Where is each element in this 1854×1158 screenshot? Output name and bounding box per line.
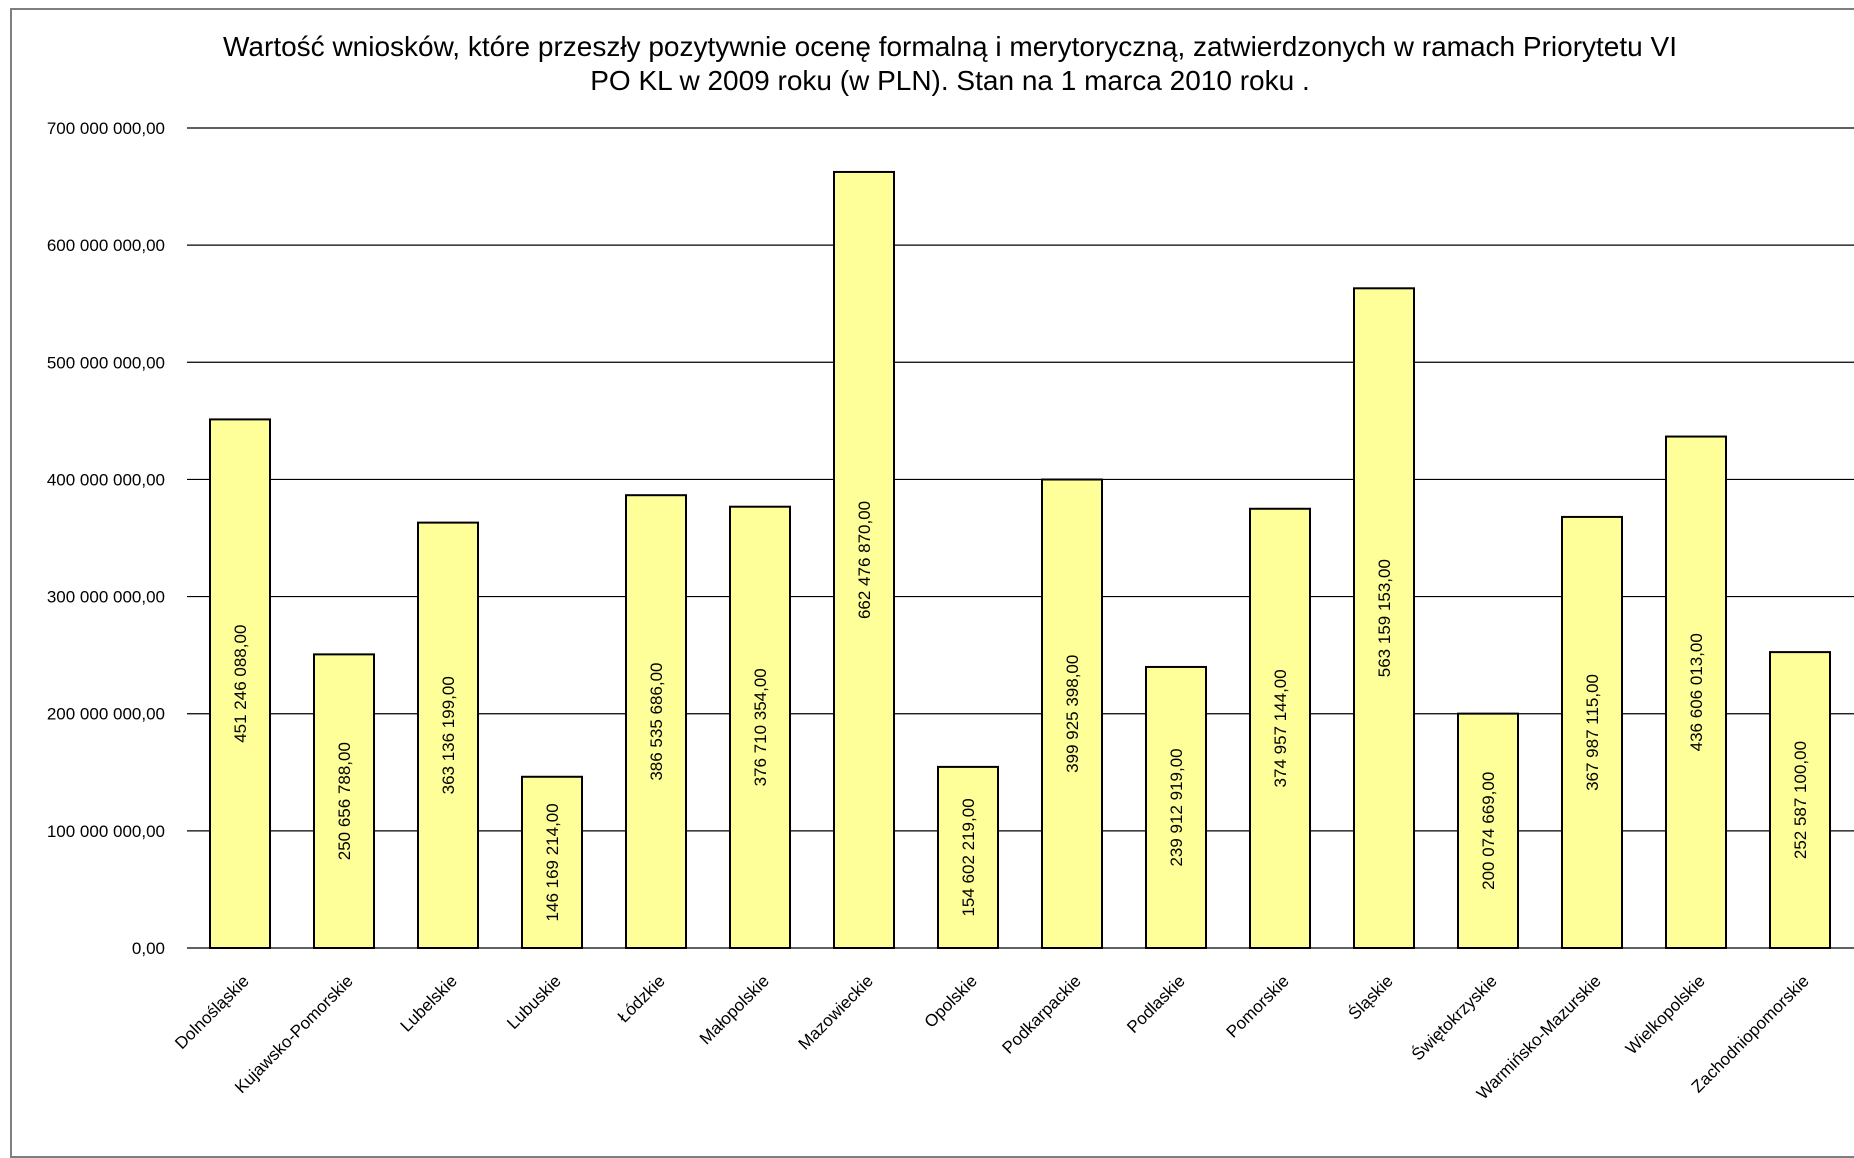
- bar-value-label: 563 159 153,00: [1375, 559, 1394, 677]
- bar-value-label: 451 246 088,00: [231, 625, 250, 743]
- bar-value-label: 239 912 919,00: [1167, 748, 1186, 866]
- chart-title-line2: PO KL w 2009 roku (w PLN). Stan na 1 mar…: [590, 65, 1310, 96]
- y-tick-label: 100 000 000,00: [47, 822, 165, 841]
- bar: [209, 418, 271, 949]
- bar: [729, 505, 791, 949]
- bar-chart: 0,00 100 000 000,00 200 000 000,00 300 000 …: [47, 119, 1854, 1103]
- x-category-label: Zachodniopomorskie: [1688, 971, 1813, 1096]
- bar-value-label: 374 957 144,00: [1271, 669, 1290, 787]
- bar: [1249, 507, 1311, 949]
- x-category-label: Dolnośląskie: [171, 971, 253, 1053]
- bar: [833, 170, 895, 949]
- chart-title: Wartość wniosków, które przeszły pozytyw…: [150, 30, 1750, 98]
- bar: [625, 494, 687, 949]
- bar-value-label: 376 710 354,00: [751, 668, 770, 786]
- bar-value-label: 252 587 100,00: [1791, 741, 1810, 859]
- bar-value-label: 399 925 398,00: [1063, 655, 1082, 773]
- x-category-label: Podkarpackie: [999, 971, 1085, 1057]
- x-category-label: Podlaskie: [1123, 971, 1189, 1037]
- bar: [937, 765, 999, 949]
- x-category-label: Śląskie: [1345, 971, 1397, 1023]
- bar-value-label: 367 987 115,00: [1583, 674, 1602, 791]
- bar-value-label: 363 136 199,00: [439, 676, 458, 794]
- bar-value-label: 154 602 219,00: [959, 798, 978, 916]
- bar: [1665, 435, 1727, 949]
- x-category-label: Mazowieckie: [795, 971, 877, 1053]
- x-category-label: Lubelskie: [397, 971, 461, 1035]
- y-tick-label: 500 000 000,00: [47, 353, 165, 372]
- bar: [313, 653, 375, 949]
- bar-value-label: 386 535 686,00: [647, 663, 666, 781]
- bar: [1769, 651, 1831, 949]
- chart-frame: [10, 8, 1854, 1158]
- bar: [1145, 665, 1207, 950]
- y-axis: 0,00 100 000 000,00 200 000 000,00 300 000 …: [47, 119, 165, 958]
- bar: [1041, 478, 1103, 949]
- x-category-label: Kujawsko-Pomorskie: [231, 971, 357, 1097]
- bar-value-label: 200 074 669,00: [1479, 772, 1498, 890]
- bar: [1353, 287, 1415, 950]
- y-tick-label: 200 000 000,00: [47, 705, 165, 724]
- bar-value-label: 250 656 788,00: [335, 742, 354, 860]
- y-tick-label: 0,00: [132, 939, 165, 958]
- x-category-label: Pomorskie: [1223, 971, 1293, 1041]
- bar-value-label: 146 169 214,00: [543, 803, 562, 921]
- bar: [1457, 712, 1519, 950]
- x-category-label: Opolskie: [921, 971, 981, 1031]
- bar-value-label: 436 606 013,00: [1687, 633, 1706, 751]
- x-category-label: Małopolskie: [696, 971, 773, 1048]
- bars: 451 246 088,00 250 656 788,00 363 136 199,…: [209, 170, 1831, 950]
- x-category-label: Wielkopolskie: [1622, 971, 1709, 1058]
- x-category-label: Łódzkie: [614, 971, 669, 1026]
- bar: [1561, 515, 1623, 949]
- bar-value-label: 662 476 870,00: [855, 501, 874, 619]
- bar: [417, 521, 479, 949]
- y-tick-label: 700 000 000,00: [47, 119, 165, 138]
- y-tick-label: 400 000 000,00: [47, 470, 165, 489]
- x-category-label: Świętokrzyskie: [1408, 971, 1501, 1064]
- x-category-label: Lubuskie: [503, 971, 565, 1033]
- y-tick-label: 600 000 000,00: [47, 236, 165, 255]
- y-tick-label: 300 000 000,00: [47, 588, 165, 607]
- bar: [521, 775, 583, 949]
- chart-title-line1: Wartość wniosków, które przeszły pozytyw…: [223, 31, 1677, 62]
